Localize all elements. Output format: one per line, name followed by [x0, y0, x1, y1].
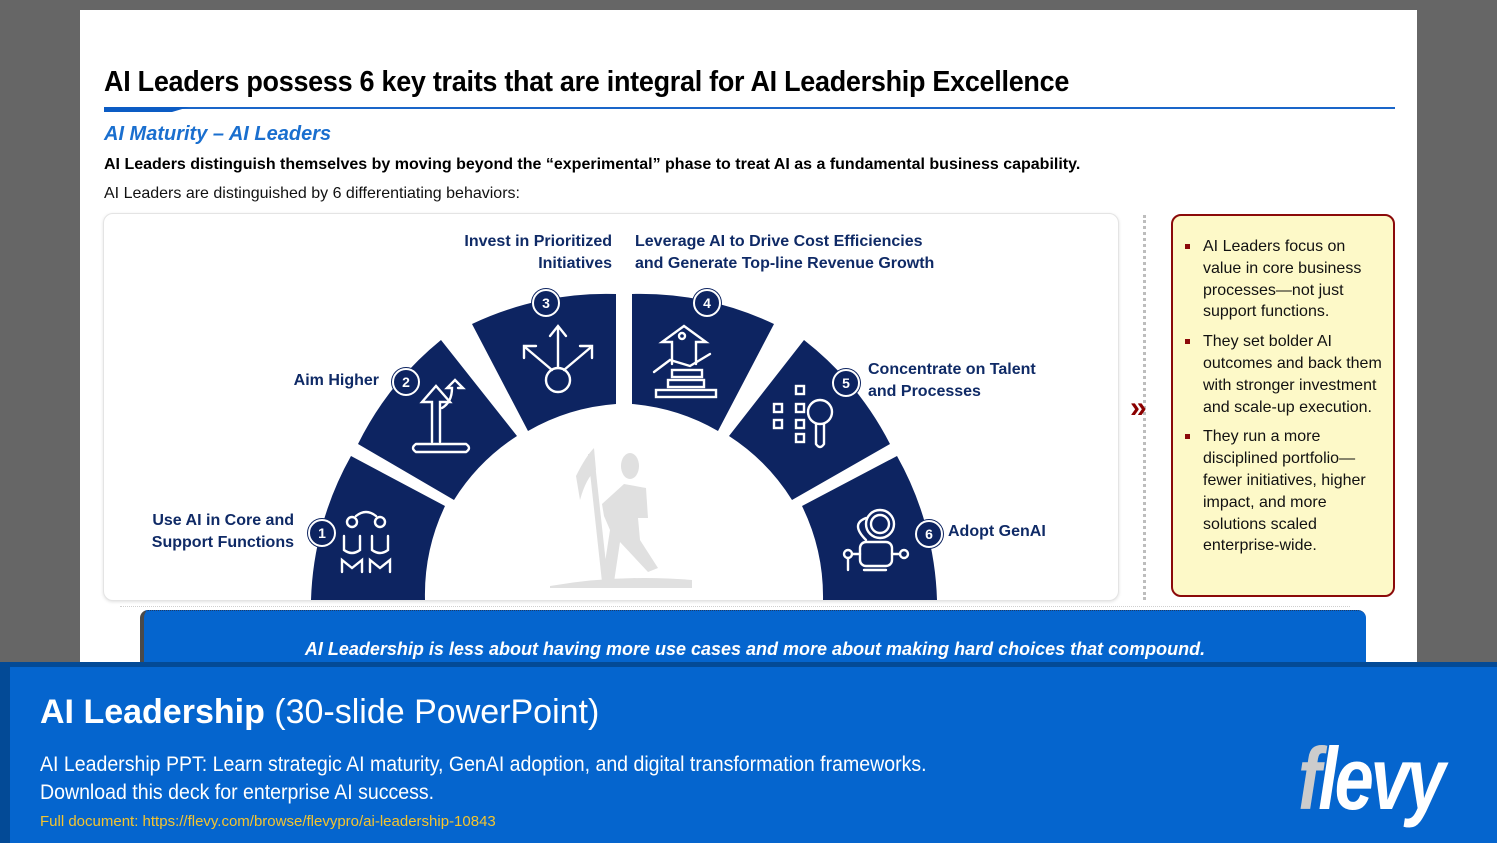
step-2-number-badge: 2 [392, 368, 420, 396]
banner-description: AI Leadership PPT: Learn strategic AI ma… [40, 753, 927, 804]
slide-subtitle: AI Maturity – AI Leaders [104, 123, 332, 145]
step-3-label: Invest in Prioritized Initiatives [464, 233, 612, 272]
slide-title: AI Leaders possess 6 key traits that are… [104, 66, 1070, 98]
step-3-number-badge: 3 [532, 289, 560, 317]
step-5-label: Concentrate on Talent and Processes [868, 361, 1036, 400]
banner-title: AI Leadership (30-slide PowerPoint) [40, 693, 599, 732]
arc-segment-1 [311, 456, 445, 600]
logo-rest: levy [1318, 729, 1445, 828]
divider-vertical [1143, 215, 1146, 600]
step-4-label: Leverage AI to Drive Cost Efficiencies an… [635, 233, 935, 272]
logo-f: f [1298, 729, 1321, 828]
flevy-logo[interactable]: flevy [1298, 729, 1446, 829]
full-document-link[interactable]: Full document: https://flevy.com/browse/… [40, 813, 496, 830]
callout-text: AI Leadership is less about having more … [304, 639, 1206, 659]
step-5-number-badge: 5 [832, 369, 860, 397]
intro-text: AI Leaders are distinguished by 6 differ… [104, 185, 520, 202]
double-chevron-icon: » [1130, 391, 1147, 424]
banner-title-light: (30-slide PowerPoint) [264, 693, 600, 731]
step-1-number-badge: 1 [308, 519, 336, 547]
money-arrows-icon [522, 324, 594, 394]
title-underline-accent [104, 107, 189, 112]
callout-banner: AI Leadership is less about having more … [140, 610, 1366, 670]
step-6-number-badge: 6 [915, 520, 943, 548]
lead-statement: AI Leaders distinguish themselves by mov… [104, 156, 1081, 173]
step-2-label: Aim Higher [293, 372, 379, 389]
semicircle-arc [311, 293, 937, 600]
traits-diagram: Use AI in Core and Support Functions 1 Ai… [103, 213, 1119, 601]
step-1-label: Use AI in Core and Support Functions [151, 512, 294, 551]
robot-icon [842, 508, 910, 572]
insight-item: They run a more disciplined portfolio—fe… [1183, 426, 1383, 557]
banner-title-bold: AI Leadership [40, 693, 265, 731]
step-6-label: Adopt GenAI [948, 523, 1046, 540]
leader-flag-summit-icon [550, 448, 692, 588]
insight-item: They set bolder AI outcomes and back the… [1183, 331, 1383, 418]
slide: AI Leaders possess 6 key traits that are… [80, 10, 1417, 670]
arc-segment-6 [802, 456, 937, 600]
org-chart-talent-icon [772, 384, 834, 449]
arc-segment-5 [729, 340, 890, 500]
step-4-number-badge: 4 [693, 289, 721, 317]
product-banner: AI Leadership (30-slide PowerPoint) AI L… [0, 662, 1497, 843]
insight-item: AI Leaders focus on value in core busine… [1183, 236, 1383, 323]
key-insights-box: AI Leaders focus on value in core busine… [1171, 214, 1395, 597]
rising-arrows-icon [411, 378, 471, 454]
coins-growth-chart-icon [652, 324, 718, 399]
arc-segment-2 [358, 340, 517, 500]
divider-horizontal [120, 606, 1350, 607]
people-gears-icon [340, 510, 392, 574]
title-underline [104, 107, 1395, 109]
